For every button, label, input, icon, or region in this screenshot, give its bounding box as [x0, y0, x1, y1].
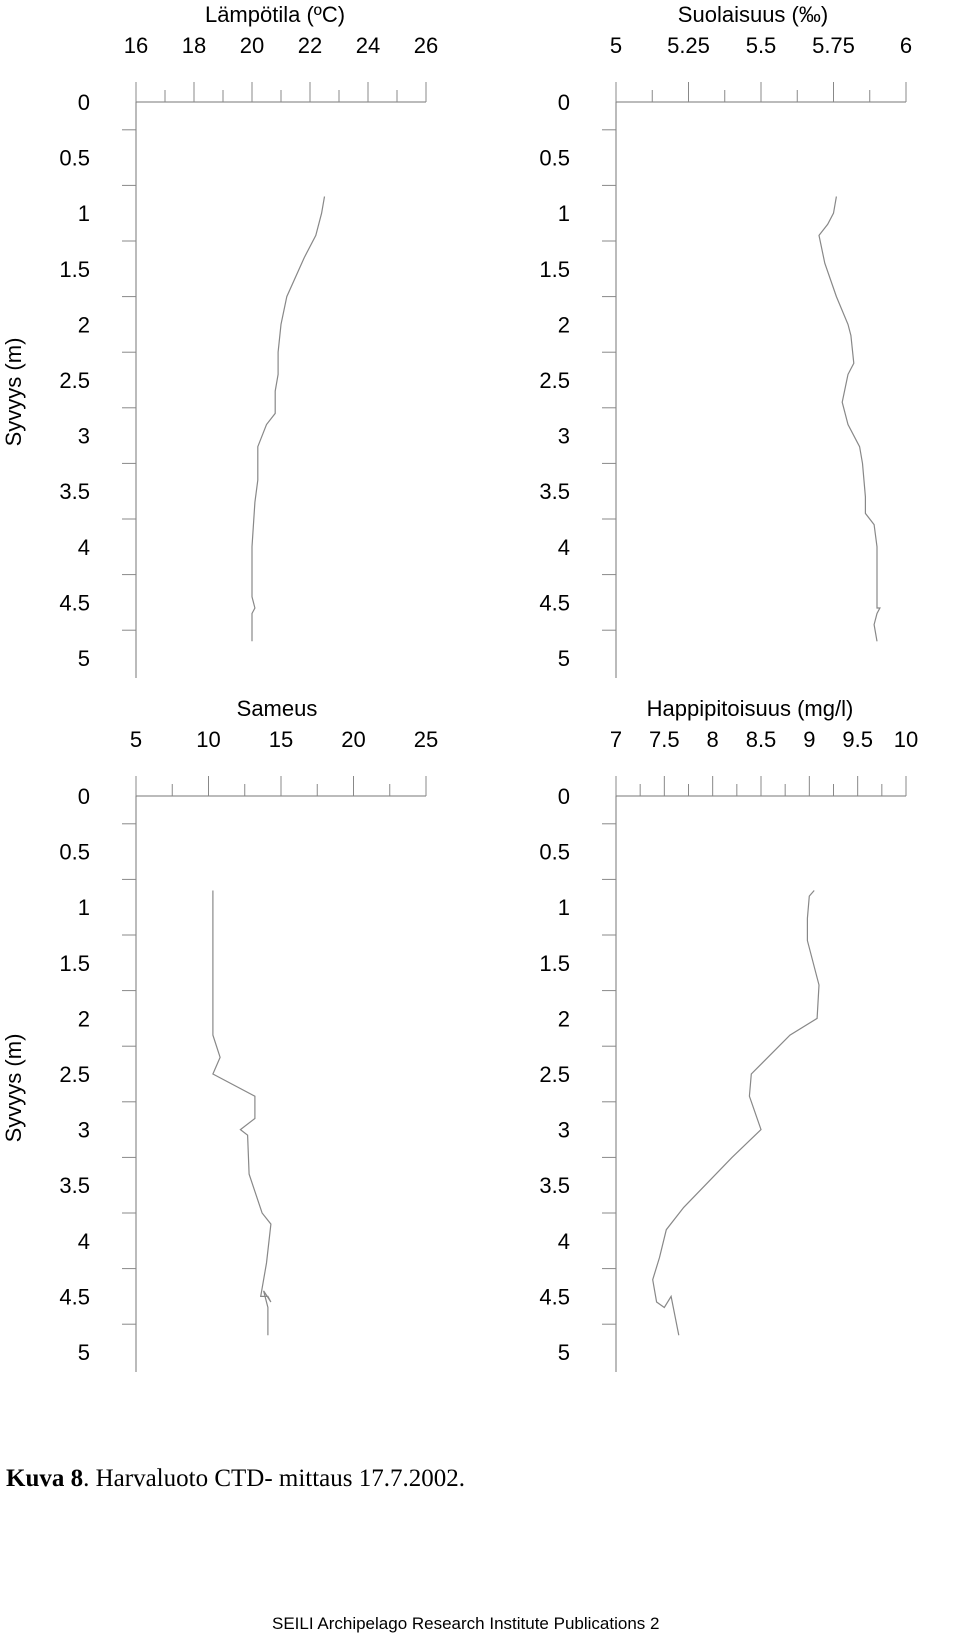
chart-1-y-tick-label: 1.5 — [59, 257, 90, 282]
chart-1-y-tick-label: 2.5 — [59, 368, 90, 393]
chart-2-y-tick-label: 5 — [558, 646, 570, 671]
chart-1-y-tick-label: 4.5 — [59, 590, 90, 615]
chart-2-series-line-1 — [818, 196, 881, 642]
chart-4-series-line-1 — [652, 890, 820, 1336]
chart-1-y-tick-label: 5 — [78, 646, 90, 671]
chart-4-y-tick-label: 1.5 — [539, 951, 570, 976]
chart-4-x-tick-label: 7.5 — [649, 727, 680, 752]
ctd-profile-charts: Lämpötila (ºC)16 18 20 22 24 2600.511.522.533… — [1, 2, 918, 1372]
chart-4-x-tick-label: 8.5 — [746, 727, 777, 752]
chart-4-y-tick-label: 3.5 — [539, 1173, 570, 1198]
chart-2-y-tick-label: 0 — [558, 90, 570, 115]
chart-4-y-tick-label: 5 — [558, 1340, 570, 1365]
chart-1-y-axis-label: Syvyys (m) — [1, 338, 26, 447]
chart-4-y-tick-label: 0.5 — [539, 840, 570, 865]
chart-2-y-tick-label: 4 — [558, 535, 570, 560]
chart-1-y-tick-label: 0 — [78, 90, 90, 115]
chart-4-y-tick-label: 2 — [558, 1006, 570, 1031]
chart-4-y-tick-label: 3 — [558, 1118, 570, 1143]
chart-3-x-tick-label: 10 — [196, 727, 220, 752]
chart-1-y-tick-label: 0.5 — [59, 146, 90, 171]
chart-4-x-tick-label: 8 — [707, 727, 719, 752]
chart-2-x-tick-label: 5.25 — [667, 33, 710, 58]
chart-1-x-tick-label: 26 — [414, 33, 438, 58]
chart-3-x-tick-label: 15 — [269, 727, 293, 752]
chart-3-x-tick-label: 5 — [130, 727, 142, 752]
chart-1-x-tick-label: 20 — [240, 33, 264, 58]
chart-3-y-tick-label: 2.5 — [59, 1062, 90, 1087]
chart-2-x-tick-label: 5.5 — [746, 33, 777, 58]
chart-2-x-tick-label: 6 — [900, 33, 912, 58]
chart-4-y-tick-label: 4.5 — [539, 1284, 570, 1309]
chart-3-y-tick-label: 1 — [78, 895, 90, 920]
chart-4-x-tick-label: 10 — [894, 727, 918, 752]
chart-3-series-line-1 — [212, 890, 272, 1336]
chart-3-y-tick-label: 4 — [78, 1229, 90, 1254]
chart-2-y-tick-label: 1.5 — [539, 257, 570, 282]
chart-4-y-tick-label: 0 — [558, 784, 570, 809]
chart-4-x-tick-label: 9.5 — [842, 727, 873, 752]
chart-2-y-tick-label: 0.5 — [539, 146, 570, 171]
chart-2-y-tick-label: 3.5 — [539, 479, 570, 504]
chart-3-y-tick-label: 3.5 — [59, 1173, 90, 1198]
page-footer: SEILI Archipelago Research Institute Pub… — [272, 1614, 660, 1633]
chart-4-title: Happipitoisuus (mg/l) — [647, 696, 854, 721]
caption-label: Kuva 8 — [6, 1465, 84, 1492]
chart-2-title: Suolaisuus (‰) — [678, 2, 828, 27]
chart-3-x-tick-label: 25 — [414, 727, 438, 752]
chart-3-y-tick-label: 2 — [78, 1006, 90, 1031]
chart-3-y-tick-label: 1.5 — [59, 951, 90, 976]
chart-4-y-tick-label: 1 — [558, 895, 570, 920]
chart-1-y-tick-label: 3 — [78, 424, 90, 449]
chart-1-x-tick-label: 18 — [182, 33, 206, 58]
caption-text: . Harvaluoto CTD- mittaus 17.7.2002. — [83, 1465, 466, 1492]
chart-4-y-tick-label: 4 — [558, 1229, 570, 1254]
chart-4-x-tick-label: 7 — [610, 727, 622, 752]
chart-2-y-tick-label: 2.5 — [539, 368, 570, 393]
chart-2-x-tick-label: 5.75 — [812, 33, 855, 58]
chart-4-y-tick-label: 2.5 — [539, 1062, 570, 1087]
chart-2-y-tick-label: 1 — [558, 201, 570, 226]
chart-1-series-line-1 — [251, 196, 326, 642]
chart-1-x-tick-label: 16 — [124, 33, 148, 58]
chart-2-x-tick-label: 5 — [610, 33, 622, 58]
chart-2-y-tick-label: 2 — [558, 312, 570, 337]
chart-3-y-axis-label: Syvyys (m) — [1, 1034, 26, 1143]
chart-2-y-tick-label: 4.5 — [539, 590, 570, 615]
chart-3-y-tick-label: 5 — [78, 1340, 90, 1365]
chart-1-y-tick-label: 3.5 — [59, 479, 90, 504]
chart-3-y-tick-label: 0.5 — [59, 840, 90, 865]
chart-3-y-tick-label: 4.5 — [59, 1284, 90, 1309]
chart-1-y-tick-label: 2 — [78, 312, 90, 337]
figure-caption: Kuva 8. Harvaluoto CTD- mittaus 17.7.200… — [6, 1465, 465, 1493]
chart-2-y-tick-label: 3 — [558, 424, 570, 449]
chart-3-x-tick-label: 20 — [341, 727, 365, 752]
chart-3-y-tick-label: 3 — [78, 1118, 90, 1143]
chart-1-y-tick-label: 1 — [78, 201, 90, 226]
chart-1-x-tick-label: 22 — [298, 33, 322, 58]
chart-4-x-tick-label: 9 — [803, 727, 815, 752]
chart-1-x-tick-label: 24 — [356, 33, 380, 58]
chart-1-title: Lämpötila (ºC) — [205, 2, 345, 27]
chart-3-title: Sameus — [237, 696, 318, 721]
chart-3-y-tick-label: 0 — [78, 784, 90, 809]
chart-1-y-tick-label: 4 — [78, 535, 90, 560]
